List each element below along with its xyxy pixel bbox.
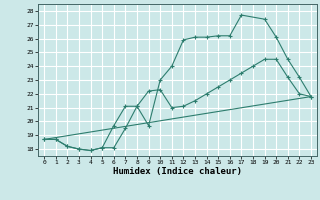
X-axis label: Humidex (Indice chaleur): Humidex (Indice chaleur)	[113, 167, 242, 176]
